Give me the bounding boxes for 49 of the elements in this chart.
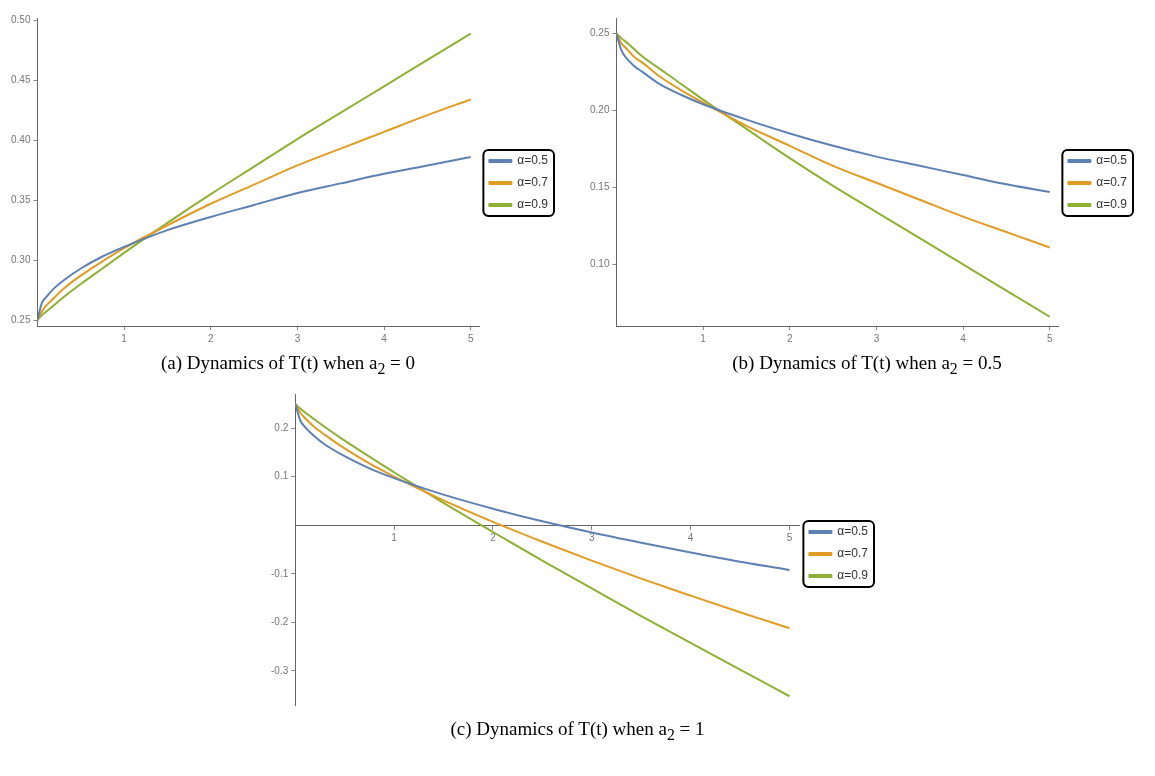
y-tick-label: 0.45 <box>10 74 31 86</box>
legend-label: α=0.9 <box>836 568 868 583</box>
line-series <box>294 402 790 698</box>
legend-label: α=0.5 <box>517 153 549 168</box>
y-tick-label: 0.50 <box>10 14 31 26</box>
x-tick-label: 5 <box>786 531 793 543</box>
x-tick-label: 4 <box>687 531 694 543</box>
legend-label: α=0.5 <box>836 524 868 539</box>
y-tick-label: 0.1 <box>273 470 289 482</box>
x-tick-label: 4 <box>381 332 388 344</box>
y-tick-label: 0.35 <box>10 193 31 205</box>
x-tick-label: 1 <box>390 531 397 543</box>
y-tick-label: 0.20 <box>589 104 610 116</box>
y-tick-label: 0.10 <box>589 258 610 270</box>
legend-label: α=0.9 <box>1096 197 1128 212</box>
y-tick-label: 0.2 <box>273 421 289 433</box>
x-tick-label: 2 <box>786 332 793 344</box>
line-series <box>616 32 1051 194</box>
legend-label: α=0.9 <box>517 197 549 212</box>
x-tick-label: 3 <box>873 332 880 344</box>
x-tick-label: 3 <box>294 332 301 344</box>
y-tick-label: 0.25 <box>10 313 31 325</box>
y-tick-label: 0.15 <box>589 181 610 193</box>
legend-label: α=0.7 <box>517 175 549 190</box>
y-tick-label: 0.25 <box>589 27 610 39</box>
text: (b) Dynamics of T(t) when a$_{2}$ = 0.5 <box>732 352 1002 378</box>
text: (a) Dynamics of T(t) when a$_{2}$ = 0 <box>160 352 416 378</box>
line-series <box>616 32 1051 318</box>
x-tick-label: 4 <box>960 332 967 344</box>
x-tick-label: 5 <box>467 332 474 344</box>
y-tick-label: -0.1 <box>270 567 289 579</box>
legend-label: α=0.7 <box>1096 175 1128 190</box>
y-tick-label: -0.3 <box>270 664 289 676</box>
legend-label: α=0.7 <box>836 546 868 561</box>
text: (c) Dynamics of T(t) when a$_{2}$ = 1 <box>450 717 705 744</box>
legend-label: α=0.5 <box>1096 153 1128 168</box>
x-tick-label: 1 <box>121 332 128 344</box>
x-tick-label: 5 <box>1046 332 1053 344</box>
x-tick-label: 2 <box>489 531 496 543</box>
x-tick-label: 3 <box>588 531 595 543</box>
y-tick-label: -0.2 <box>270 615 289 627</box>
y-tick-label: 0.40 <box>10 133 31 145</box>
y-tick-label: 0.30 <box>10 253 31 265</box>
line-series <box>294 402 790 630</box>
line-series <box>37 32 472 322</box>
x-tick-label: 2 <box>207 332 214 344</box>
x-tick-label: 1 <box>700 332 707 344</box>
line-series <box>37 156 472 322</box>
line-series <box>294 402 790 571</box>
